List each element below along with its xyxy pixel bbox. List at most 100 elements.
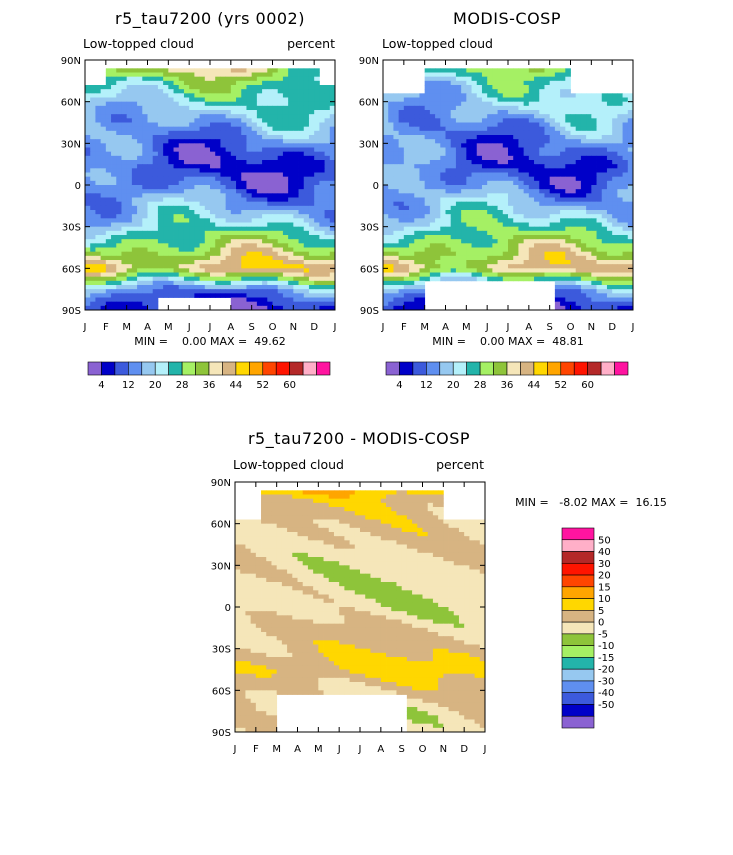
heatmap-cell (152, 272, 159, 278)
heatmap-cell (534, 226, 540, 232)
heatmap-cell (157, 143, 164, 148)
heatmap-cell (314, 280, 320, 286)
heatmap-cell (178, 172, 185, 178)
heatmap-cell (277, 264, 284, 269)
heatmap-cell (183, 268, 190, 273)
heatmap-cell (591, 201, 597, 207)
heatmap-cell (471, 243, 478, 248)
heatmap-cell (147, 264, 154, 269)
heatmap-cell (163, 80, 169, 86)
heatmap-cell (85, 305, 91, 311)
heatmap-cell (565, 222, 571, 228)
heatmap-cell (627, 164, 634, 169)
heatmap-cell (435, 214, 441, 219)
heatmap-cell (445, 80, 452, 86)
heatmap-cell (393, 251, 400, 257)
heatmap-cell (189, 85, 195, 90)
heatmap-cell (116, 289, 122, 294)
heatmap-cell (534, 218, 540, 223)
heatmap-cell (236, 218, 242, 223)
heatmap-cell (492, 164, 498, 169)
heatmap-cell (419, 197, 426, 203)
heatmap-cell (383, 210, 389, 215)
heatmap-cell (409, 176, 415, 182)
heatmap-cell (586, 239, 592, 244)
heatmap-cell (601, 235, 608, 240)
heatmap-cell (393, 122, 400, 128)
heatmap-cell (308, 214, 315, 219)
heatmap-cell (560, 189, 566, 194)
heatmap-cell (560, 235, 566, 240)
heatmap-cell (461, 222, 467, 228)
heatmap-cell (466, 93, 472, 98)
heatmap-cell (251, 197, 258, 203)
heatmap-cell (251, 251, 258, 257)
heatmap-cell (508, 93, 514, 98)
heatmap-cell (178, 68, 185, 73)
heatmap-cell (168, 239, 174, 244)
heatmap-cell (523, 226, 530, 232)
heatmap-cell (403, 201, 410, 207)
heatmap-cell (617, 230, 623, 236)
heatmap-cell (267, 201, 273, 207)
heatmap-cell (267, 176, 273, 182)
heatmap-cell (539, 126, 545, 132)
heatmap-cell (220, 222, 227, 228)
heatmap-cell (502, 197, 509, 203)
heatmap-cell (303, 293, 310, 298)
heatmap-cell (199, 247, 206, 253)
heatmap-cell (308, 76, 315, 82)
heatmap-cell (246, 305, 253, 311)
heatmap-cell (544, 222, 551, 228)
heatmap-cell (183, 193, 190, 198)
heatmap-cell (272, 105, 279, 111)
heatmap-cell (100, 172, 107, 178)
heatmap-cell (225, 180, 232, 186)
heatmap-cell (230, 80, 237, 86)
heatmap-cell (497, 164, 504, 169)
heatmap-cell (288, 139, 294, 144)
heatmap-cell (204, 176, 211, 182)
heatmap-cell (544, 205, 551, 211)
heatmap-cell (100, 205, 107, 211)
heatmap-cell (518, 193, 525, 198)
heatmap-cell (580, 135, 587, 140)
heatmap-cell (282, 230, 289, 236)
heatmap-cell (183, 72, 190, 78)
heatmap-cell (116, 189, 122, 194)
heatmap-cell (502, 189, 509, 194)
heatmap-cell (210, 151, 216, 157)
heatmap-cell (277, 289, 284, 294)
heatmap-cell (220, 176, 227, 182)
heatmap-cell (450, 185, 457, 190)
heatmap-cell (85, 155, 91, 161)
heatmap-cell (152, 210, 159, 215)
heatmap-cell (288, 264, 294, 269)
heatmap-cell (481, 214, 488, 219)
heatmap-cell (409, 222, 415, 228)
heatmap-cell (383, 143, 389, 148)
heatmap-cell (147, 139, 154, 144)
heatmap-cell (121, 139, 128, 144)
heatmap-cell (147, 122, 154, 128)
heatmap-cell (586, 105, 592, 111)
heatmap-cell (575, 205, 582, 211)
heatmap-cell (435, 155, 441, 161)
heatmap-cell (183, 176, 190, 182)
heatmap-cell (601, 160, 608, 165)
heatmap-cell (497, 93, 504, 98)
heatmap-cell (481, 222, 488, 228)
heatmap-cell (183, 110, 190, 115)
heatmap-cell (293, 80, 299, 86)
heatmap-cell (549, 235, 556, 240)
heatmap-cell (199, 218, 206, 223)
heatmap-cell (131, 126, 138, 132)
heatmap-cell (210, 126, 216, 132)
heatmap-cell (429, 185, 436, 190)
heatmap-cell (126, 222, 133, 228)
heatmap-cell (293, 210, 299, 215)
heatmap-cell (293, 205, 299, 211)
heatmap-cell (236, 85, 242, 90)
heatmap-cell (126, 280, 133, 286)
heatmap-cell (105, 72, 112, 78)
